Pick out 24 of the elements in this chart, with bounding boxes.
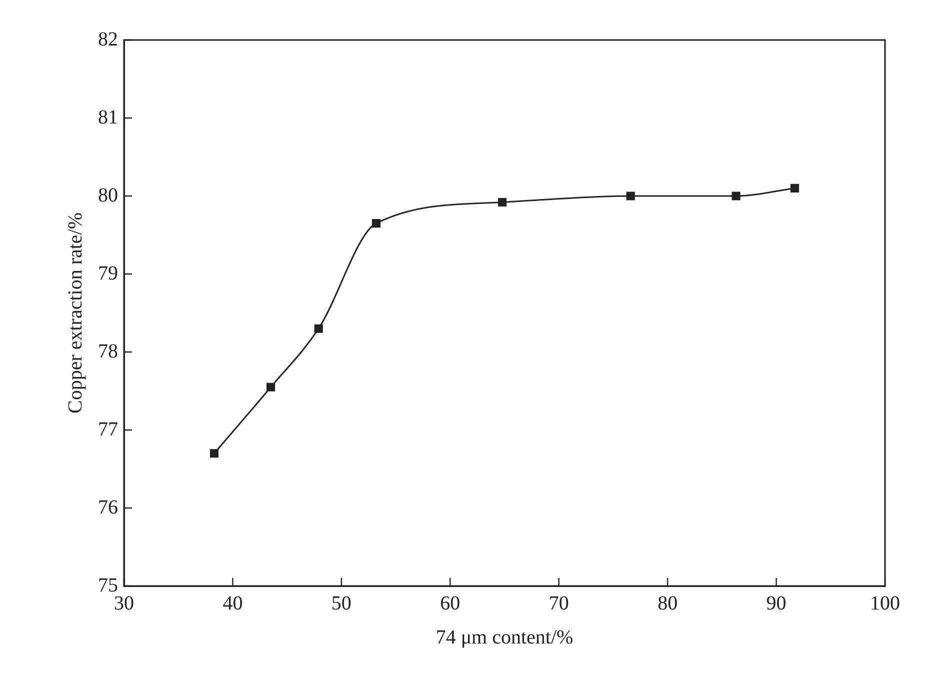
y-tick-label: 81 (98, 106, 118, 128)
y-tick-label: 80 (98, 184, 118, 206)
point (732, 192, 740, 200)
point (790, 184, 800, 192)
point (314, 324, 323, 333)
y-axis-title: Copper extraction rate/% (64, 212, 86, 414)
x-tick-label: 70 (548, 592, 569, 614)
point (498, 198, 507, 207)
point (266, 382, 276, 392)
x-axis-title: 74 μm content/% (436, 626, 574, 648)
y-tick-label: 77 (98, 418, 118, 440)
x-tick-label: 40 (222, 592, 243, 614)
x-tick-label: 80 (658, 592, 678, 614)
y-tick-label: 78 (98, 340, 118, 362)
x-tick-label: 50 (331, 592, 352, 614)
y-tick-label: 79 (98, 262, 118, 284)
x-tick-label: 60 (440, 592, 460, 614)
x-tick-label: 100 (870, 592, 900, 614)
x-tick-label: 90 (766, 592, 786, 614)
point (372, 219, 381, 228)
y-tick-label: 76 (98, 496, 118, 518)
point (210, 449, 219, 458)
y-tick-label: 82 (98, 28, 118, 50)
point (626, 192, 635, 200)
